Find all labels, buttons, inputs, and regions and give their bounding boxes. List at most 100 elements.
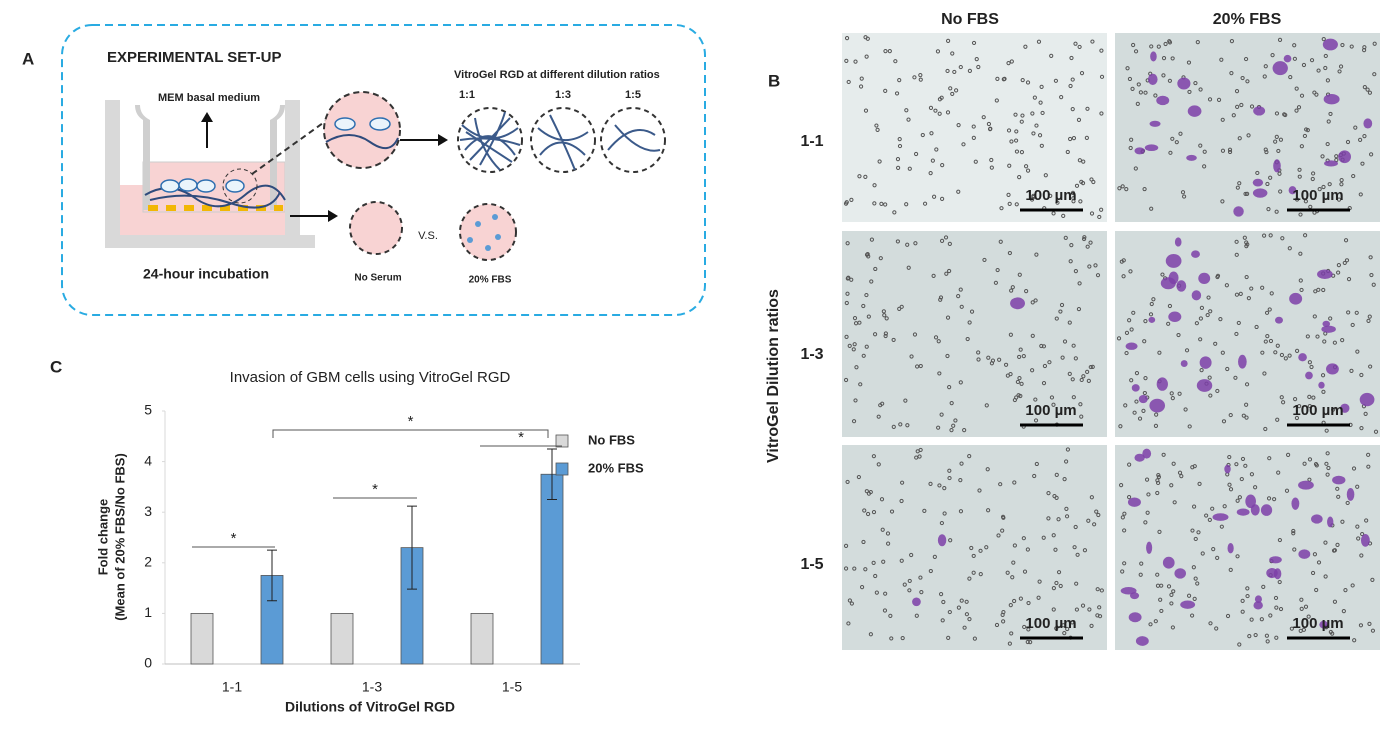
pore: [1166, 321, 1171, 326]
pore: [1235, 104, 1240, 109]
pore: [1243, 191, 1248, 197]
pore: [873, 266, 878, 272]
pore: [843, 543, 849, 548]
pore: [1275, 417, 1280, 422]
pore: [1011, 560, 1016, 565]
scale-bar-label: 100 µm: [1292, 402, 1343, 419]
pore: [1366, 452, 1371, 457]
pore: [1325, 78, 1330, 83]
cell: [1245, 494, 1256, 509]
pore: [1068, 259, 1073, 264]
cell: [1129, 592, 1140, 600]
cell: [1174, 568, 1186, 579]
pore: [1269, 291, 1274, 296]
pore: [1065, 447, 1071, 452]
pore: [1064, 506, 1069, 511]
pore: [1012, 543, 1017, 548]
pore: [1292, 56, 1297, 61]
pore: [883, 333, 888, 339]
pore: [932, 554, 937, 559]
pore: [1231, 113, 1236, 118]
pore: [899, 558, 904, 563]
cell: [1236, 508, 1250, 516]
pore: [1183, 407, 1188, 412]
pore: [1277, 171, 1282, 176]
pore: [952, 69, 957, 75]
cell: [1187, 105, 1202, 117]
pore: [851, 347, 856, 352]
pore: [1068, 83, 1073, 89]
column-header: No FBS: [941, 11, 999, 28]
pore: [1266, 207, 1271, 212]
pore: [843, 377, 849, 383]
pore: [1198, 337, 1203, 342]
pore: [998, 482, 1003, 487]
pore: [1207, 97, 1213, 102]
pore: [1191, 504, 1197, 509]
pore: [1362, 85, 1367, 90]
no-serum-label: No Serum: [354, 273, 401, 284]
pore: [1119, 483, 1124, 488]
pore: [1153, 423, 1159, 428]
pore: [899, 498, 904, 504]
pore: [1127, 462, 1132, 467]
pore: [1090, 364, 1095, 369]
pore: [1085, 369, 1090, 374]
cell: [1156, 95, 1170, 106]
pore: [1296, 105, 1302, 110]
pore: [1031, 131, 1036, 136]
pore: [1263, 426, 1268, 432]
pore: [1234, 462, 1239, 467]
pore: [947, 609, 952, 615]
pore: [1025, 80, 1031, 85]
pore: [1017, 175, 1022, 180]
cell: [1272, 61, 1288, 76]
pore: [1235, 185, 1240, 190]
pore: [1340, 338, 1345, 343]
x-tick-label: 1-1: [222, 679, 242, 695]
scale-bar-label: 100 µm: [1025, 402, 1076, 419]
pore: [1216, 97, 1222, 102]
pore: [967, 616, 972, 622]
pore: [1191, 565, 1196, 570]
pore: [1303, 604, 1309, 609]
y-tick-label: 2: [144, 554, 152, 570]
cell: [1177, 77, 1191, 90]
pore: [1076, 117, 1082, 122]
cell: [1253, 106, 1266, 116]
pore: [1097, 214, 1102, 220]
pore: [1142, 339, 1147, 344]
cell: [1174, 237, 1182, 247]
pore: [1124, 350, 1129, 356]
pore: [1195, 40, 1200, 45]
pore: [897, 143, 903, 149]
pore: [1367, 314, 1372, 319]
pore: [845, 241, 850, 246]
pore: [1224, 283, 1229, 288]
pore: [1241, 413, 1246, 418]
pore: [853, 59, 858, 64]
pore: [1260, 350, 1265, 355]
cell: [1275, 316, 1283, 324]
pore: [897, 137, 902, 142]
pore: [1139, 561, 1144, 566]
cells: [843, 35, 1105, 220]
pore: [1055, 200, 1060, 205]
pore: [940, 163, 945, 168]
pore: [1260, 285, 1265, 290]
pore: [1010, 575, 1015, 580]
pore: [1237, 642, 1242, 647]
pore: [956, 123, 961, 128]
pore: [1077, 281, 1082, 286]
pore: [1243, 56, 1249, 62]
pore: [928, 105, 934, 110]
pore: [1312, 90, 1317, 95]
pore: [1298, 212, 1303, 217]
pore: [898, 422, 903, 427]
pore: [998, 239, 1003, 244]
pore: [1187, 89, 1192, 95]
pore: [1009, 139, 1014, 144]
pore: [1372, 41, 1377, 46]
pore: [1294, 415, 1300, 421]
pore: [949, 428, 954, 433]
